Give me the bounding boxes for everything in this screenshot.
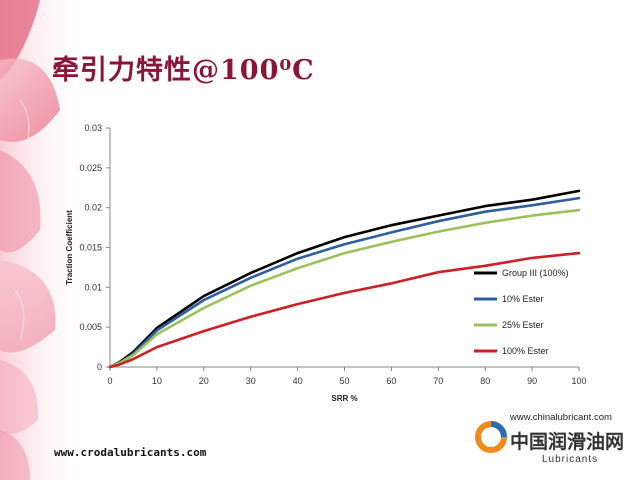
- x-tick-label: 100: [571, 376, 586, 386]
- footer-url[interactable]: www.crodalubricants.com: [54, 446, 207, 459]
- y-tick-label: 0.03: [84, 123, 102, 133]
- series-line-1: [108, 196, 581, 369]
- slide-title: 牵引力特性@100⁰C: [52, 55, 315, 86]
- x-axis-label: SRR %: [331, 394, 357, 403]
- legend-label: 10% Ester: [502, 294, 544, 304]
- x-tick-label: 90: [527, 376, 537, 386]
- series-line-3: [108, 251, 581, 369]
- chart-legend: Group III (100%) 10% Ester 25% Ester 100% E…: [474, 268, 569, 356]
- legend-label: Group III (100%): [502, 268, 569, 278]
- x-tick-label: 20: [199, 376, 209, 386]
- x-tick-label: 80: [480, 376, 490, 386]
- series-line-2: [108, 208, 581, 369]
- y-tick-label: 0: [97, 362, 102, 372]
- y-tick-label: 0.02: [84, 203, 102, 213]
- y-axis-label: Traction Coefficient: [65, 210, 74, 285]
- y-tick-label: 0.015: [79, 243, 102, 253]
- logo-url: www.chinalubricant.com: [510, 412, 612, 423]
- logo-ring-icon: [475, 421, 507, 453]
- logo-name-en: Lubricants: [542, 454, 599, 465]
- legend-label: 25% Ester: [502, 320, 544, 330]
- y-tick-label: 0.005: [79, 322, 102, 332]
- y-tick-label: 0.01: [84, 282, 102, 292]
- y-tick-label: 0.025: [79, 163, 102, 173]
- chart-axes: 0 0.005 0.01 0.015 0.02 0.025 0.03 0 10 20 30 40 50 6…: [65, 123, 587, 403]
- x-tick-label: 50: [339, 376, 349, 386]
- x-tick-label: 70: [433, 376, 443, 386]
- x-tick-label: 40: [293, 376, 303, 386]
- chart-lines: [108, 189, 581, 369]
- logo-name-cn: 中国润滑油网: [510, 431, 625, 453]
- series-line-0: [108, 189, 581, 369]
- x-tick-label: 10: [152, 376, 162, 386]
- x-tick-label: 30: [246, 376, 256, 386]
- x-tick-label: 0: [107, 376, 112, 386]
- legend-label: 100% Ester: [502, 346, 549, 356]
- chinalubricant-logo: www.chinalubricant.com 中国润滑油网 Lubricants: [474, 412, 634, 474]
- x-tick-label: 60: [386, 376, 396, 386]
